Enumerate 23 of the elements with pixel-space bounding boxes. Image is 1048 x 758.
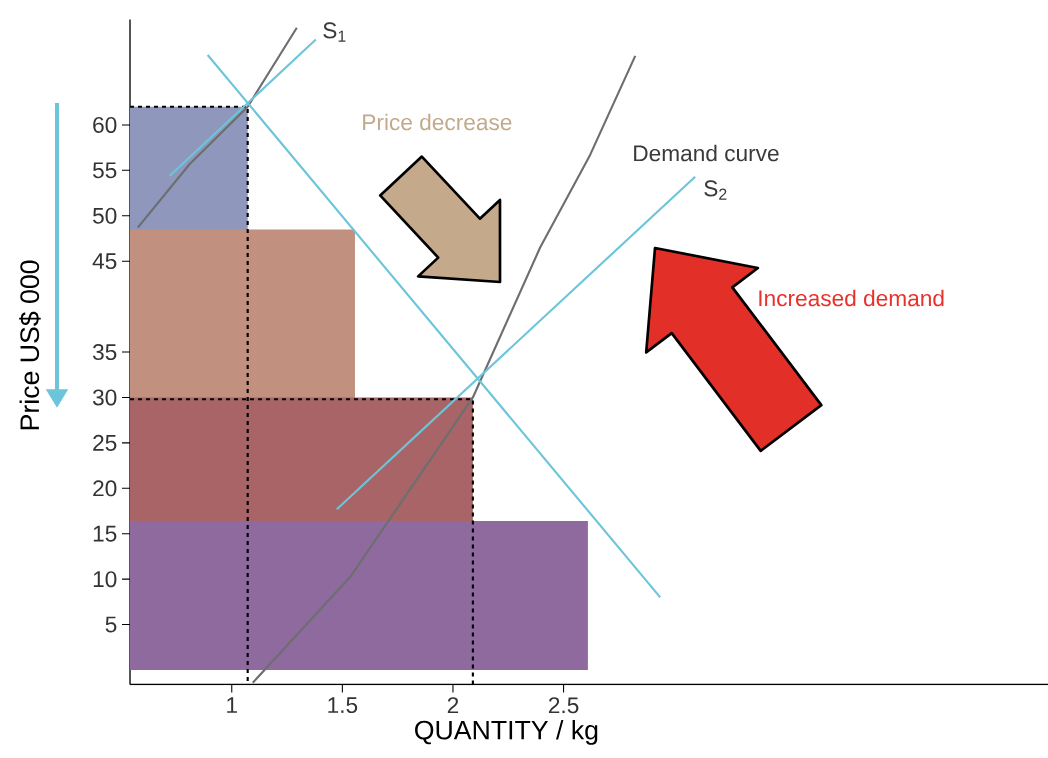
y-tick-label: 15 xyxy=(93,525,117,542)
annotation: Increased demand xyxy=(759,289,944,307)
x-tick-label: 2.5 xyxy=(548,697,579,714)
annotation: S$_{2}$ xyxy=(704,180,727,200)
y-tick-label: 60 xyxy=(93,116,117,133)
y-tick-label: 35 xyxy=(92,344,117,361)
y-tick-label: 30 xyxy=(92,389,117,406)
x-tick-label: 1 xyxy=(227,697,237,713)
x-tick-label: 1.5 xyxy=(328,697,358,714)
y-tick-label: 45 xyxy=(92,253,117,270)
annotation: S$_{1}$ xyxy=(323,22,346,42)
y-tick-label: 25 xyxy=(93,434,117,451)
y-tick-label: 20 xyxy=(93,480,117,497)
y-tick-label: 5 xyxy=(105,616,117,633)
y-axis-title: Price US$ 000 xyxy=(19,260,41,430)
annotation: Demand curve xyxy=(634,144,779,162)
annotation: Price decrease xyxy=(363,113,512,131)
y-tick-label: 10 xyxy=(93,571,117,588)
y-tick-label: 55 xyxy=(92,162,117,179)
line-series xyxy=(136,26,298,229)
y-tick-label: 50 xyxy=(92,207,117,224)
x-tick-label: 2 xyxy=(447,697,459,714)
x-axis-title: QUANTITY / kg xyxy=(415,719,598,745)
